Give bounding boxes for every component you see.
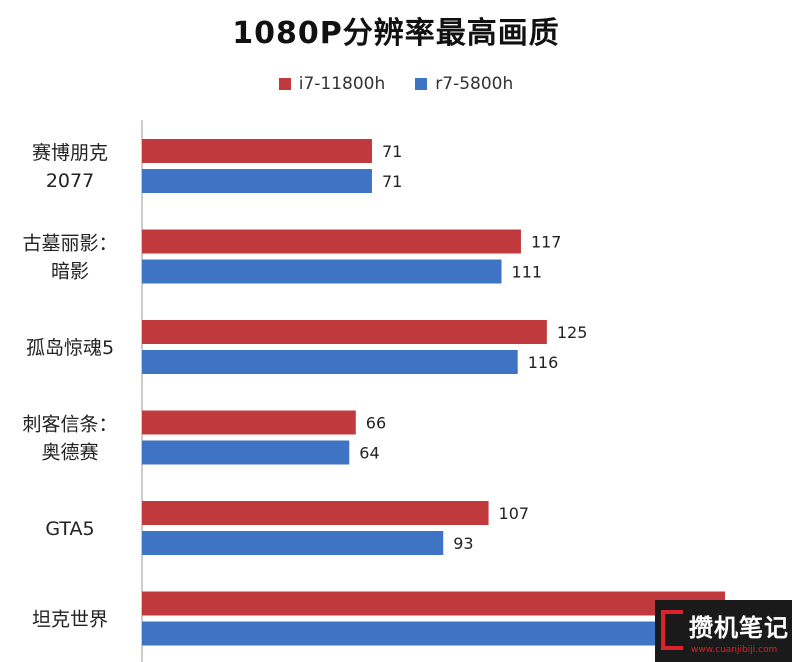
bar-i7 xyxy=(142,591,725,616)
data-label: 117 xyxy=(531,233,562,252)
watermark-url: www.cuanjibiji.com xyxy=(691,645,778,655)
data-label: 111 xyxy=(512,263,543,282)
bar-i7 xyxy=(142,410,356,435)
category-label: 古墓丽影： xyxy=(22,233,117,255)
legend-swatch-i7 xyxy=(278,78,291,90)
legend: i7-11800h r7-5800h xyxy=(0,74,792,94)
category-label: GTA5 xyxy=(45,518,94,540)
category-label: 2077 xyxy=(46,170,94,192)
data-label: 64 xyxy=(359,444,379,463)
bar-i7 xyxy=(142,229,521,254)
legend-item-r7: r7-5800h xyxy=(415,74,513,94)
category-label: 刺客信条： xyxy=(22,414,117,436)
chart-title: 1080P分辨率最高画质 xyxy=(232,16,560,51)
legend-label-i7: i7-11800h xyxy=(298,74,386,94)
watermark-text: 攒机笔记 xyxy=(689,614,789,642)
legend-swatch-r7 xyxy=(415,78,428,90)
bar-r7 xyxy=(142,169,372,193)
bar-r7 xyxy=(142,621,725,646)
bar-r7 xyxy=(142,350,518,374)
legend-item-i7: i7-11800h xyxy=(278,74,386,94)
bar-i7 xyxy=(142,139,372,163)
data-label: 71 xyxy=(382,172,402,191)
data-label: 116 xyxy=(528,353,559,372)
bar-r7 xyxy=(142,440,350,465)
data-label: 107 xyxy=(499,504,530,523)
data-label: 71 xyxy=(382,142,402,161)
watermark: 攒机笔记 www.cuanjibiji.com xyxy=(655,600,792,662)
bar-r7 xyxy=(142,259,502,284)
data-label: 93 xyxy=(453,534,473,553)
category-label: 暗影 xyxy=(51,261,89,283)
legend-label-r7: r7-5800h xyxy=(435,74,514,94)
category-label: 坦克世界 xyxy=(32,609,108,631)
data-label: 125 xyxy=(557,323,588,342)
category-label: 孤岛惊魂5 xyxy=(26,337,114,359)
watermark-logo-icon xyxy=(661,610,683,650)
bar-i7 xyxy=(142,320,547,344)
bar-i7 xyxy=(142,501,489,525)
data-label: 66 xyxy=(366,414,386,433)
category-label: 奥德赛 xyxy=(41,442,98,464)
bar-r7 xyxy=(142,531,444,555)
category-label: 赛博朋克 xyxy=(32,142,108,164)
